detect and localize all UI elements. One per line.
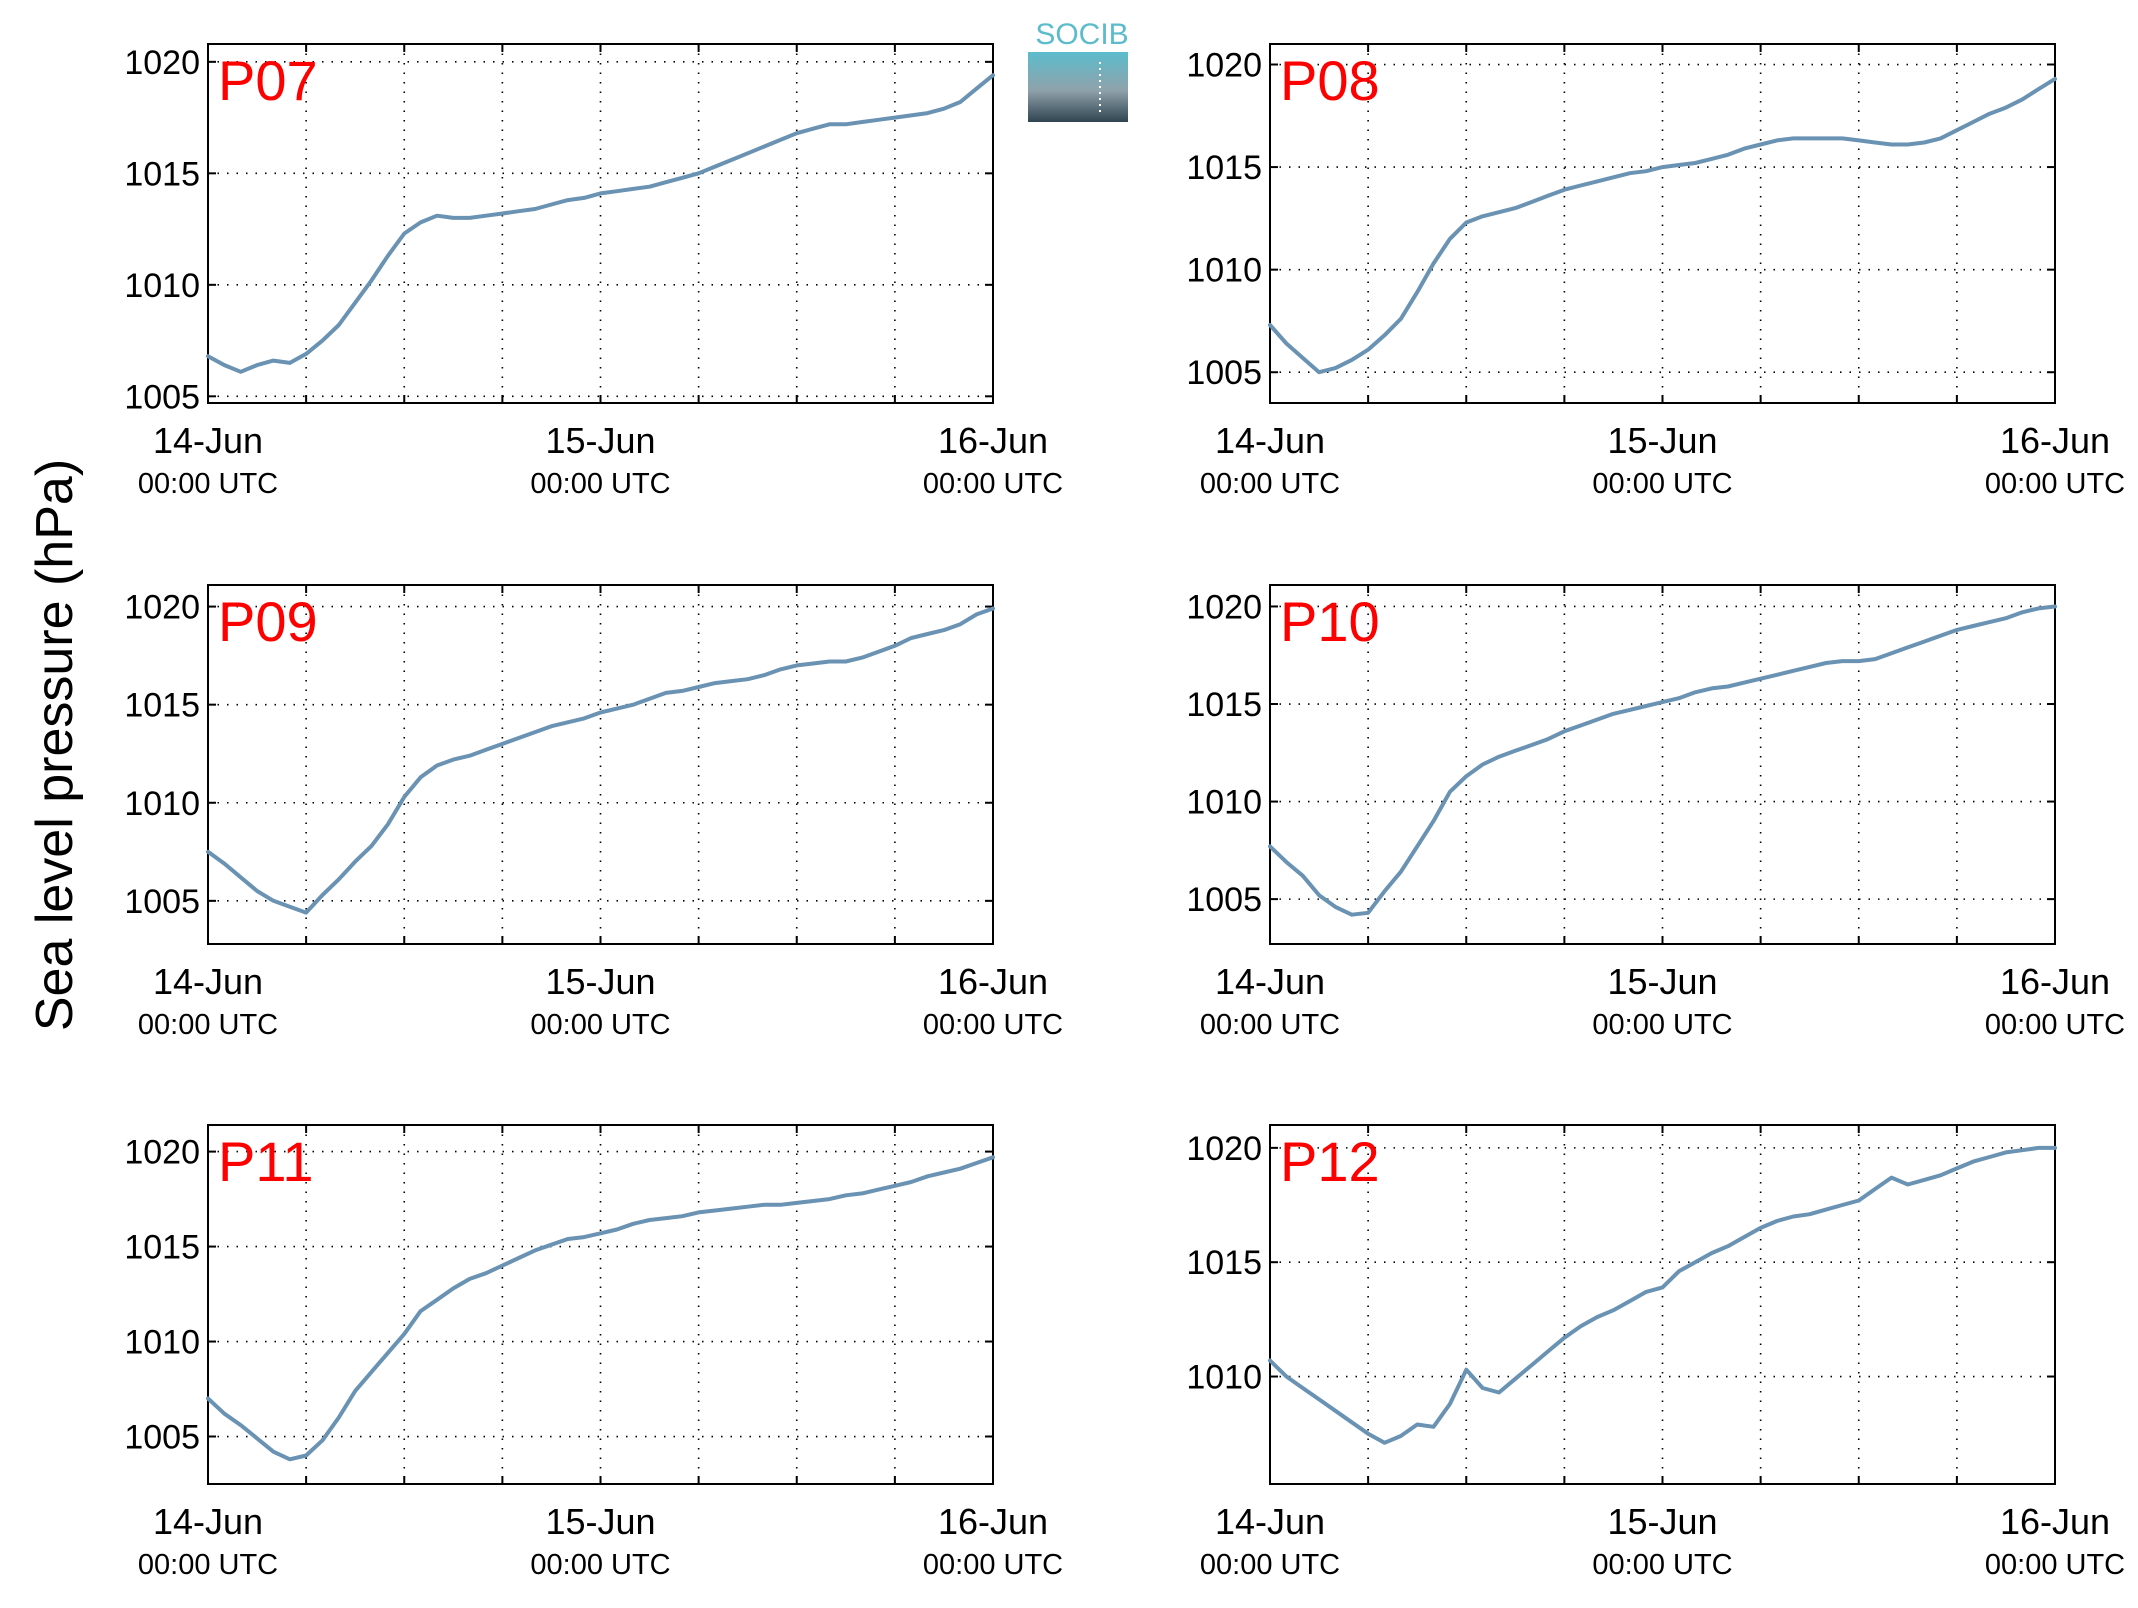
y-tick-label: 1010 xyxy=(1186,1359,1262,1397)
x-tick-label-time: 00:00 UTC xyxy=(1200,468,1340,500)
y-tick-label: 1015 xyxy=(124,1229,200,1267)
x-tick-label-date: 15-Jun xyxy=(545,961,655,1002)
x-tick-label-date: 14-Jun xyxy=(1215,420,1325,461)
socib-logo: SOCIB xyxy=(1028,18,1129,122)
y-tick-label: 1020 xyxy=(1186,588,1262,626)
x-tick-label-time: 00:00 UTC xyxy=(138,468,278,500)
x-tick-label-time: 00:00 UTC xyxy=(138,1549,278,1581)
y-tick-label: 1010 xyxy=(124,1324,200,1362)
panel-p07: 1005 1010 1015 1020 14-Jun 00:00 UTC 15-Jun 00:… xyxy=(124,43,1063,500)
x-tick-label-time: 00:00 UTC xyxy=(1985,1549,2125,1581)
panel-p11: 1005 1010 1015 1020 14-Jun 00:00 UTC 15-Jun 00:… xyxy=(124,1124,1063,1581)
x-tick-label-date: 14-Jun xyxy=(1215,1501,1325,1542)
y-tick-label: 1010 xyxy=(1186,252,1262,290)
y-tick-label: 1015 xyxy=(124,687,200,725)
panel-p09: 1005 1010 1015 1020 14-Jun 00:00 UTC 15-Jun 00:… xyxy=(124,584,1063,1041)
y-tick-label: 1005 xyxy=(124,378,200,416)
x-tick-label-date: 16-Jun xyxy=(938,1501,1048,1542)
panel-p12: 1010 1015 1020 14-Jun 00:00 UTC 15-Jun 00:00 U… xyxy=(1186,1124,2125,1581)
y-tick-label: 1020 xyxy=(124,44,200,82)
y-tick-label: 1010 xyxy=(124,267,200,305)
x-tick-label-date: 15-Jun xyxy=(1607,961,1717,1002)
panel-p08: 1005 1010 1015 1020 14-Jun 00:00 UTC 15-Jun 00:… xyxy=(1186,43,2125,500)
station-label: P12 xyxy=(1280,1130,1380,1193)
x-tick-label-date: 14-Jun xyxy=(153,961,263,1002)
x-tick-label-date: 14-Jun xyxy=(153,1501,263,1542)
y-tick-label: 1015 xyxy=(1186,686,1262,724)
logo-lettering: SOCIB xyxy=(1035,18,1128,51)
x-tick-label-date: 15-Jun xyxy=(1607,1501,1717,1542)
x-tick-label-date: 16-Jun xyxy=(2000,1501,2110,1542)
y-tick-label: 1020 xyxy=(1186,1130,1262,1168)
x-tick-label-time: 00:00 UTC xyxy=(530,1549,670,1581)
x-tick-label-date: 16-Jun xyxy=(2000,961,2110,1002)
x-tick-label-date: 15-Jun xyxy=(545,1501,655,1542)
x-tick-label-date: 14-Jun xyxy=(1215,961,1325,1002)
series-line-p07 xyxy=(206,73,995,374)
x-tick-label-time: 00:00 UTC xyxy=(1985,468,2125,500)
panel-p10: 1005 1010 1015 1020 14-Jun 00:00 UTC 15-Jun 00:… xyxy=(1186,584,2125,1041)
station-label: P08 xyxy=(1280,49,1380,112)
y-tick-label: 1020 xyxy=(124,1134,200,1172)
series-line-p12 xyxy=(1268,1145,2057,1445)
y-tick-label: 1005 xyxy=(1186,881,1262,919)
y-axis-label: Sea level pressure (hPa) xyxy=(26,459,84,1031)
x-tick-label-time: 00:00 UTC xyxy=(138,1009,278,1041)
series-line-p11 xyxy=(206,1155,995,1462)
y-tick-label: 1015 xyxy=(124,155,200,193)
y-tick-label: 1015 xyxy=(1186,149,1262,187)
x-tick-label-time: 00:00 UTC xyxy=(923,1009,1063,1041)
x-tick-label-time: 00:00 UTC xyxy=(1592,1549,1732,1581)
x-tick-label-time: 00:00 UTC xyxy=(1592,468,1732,500)
series-line-p08 xyxy=(1268,76,2057,375)
x-tick-label-date: 16-Jun xyxy=(2000,420,2110,461)
series-line-p10 xyxy=(1268,604,2057,917)
y-tick-label: 1010 xyxy=(1186,784,1262,822)
station-label: P09 xyxy=(218,590,318,653)
x-tick-label-date: 16-Jun xyxy=(938,420,1048,461)
series-line-p09 xyxy=(206,606,995,915)
x-tick-label-time: 00:00 UTC xyxy=(530,1009,670,1041)
y-tick-label: 1005 xyxy=(1186,354,1262,392)
x-tick-label-date: 15-Jun xyxy=(1607,420,1717,461)
x-tick-label-time: 00:00 UTC xyxy=(1592,1009,1732,1041)
y-tick-label: 1020 xyxy=(124,589,200,627)
y-tick-label: 1020 xyxy=(1186,47,1262,85)
x-tick-label-time: 00:00 UTC xyxy=(1985,1009,2125,1041)
x-tick-label-time: 00:00 UTC xyxy=(1200,1549,1340,1581)
x-tick-label-date: 14-Jun xyxy=(153,420,263,461)
station-label: P11 xyxy=(218,1130,313,1193)
logo-mark xyxy=(1028,52,1128,122)
x-tick-label-time: 00:00 UTC xyxy=(530,468,670,500)
y-tick-label: 1005 xyxy=(124,883,200,921)
y-tick-label: 1005 xyxy=(124,1419,200,1457)
station-label: P10 xyxy=(1280,590,1380,653)
x-tick-label-time: 00:00 UTC xyxy=(1200,1009,1340,1041)
station-label: P07 xyxy=(218,49,318,112)
x-tick-label-time: 00:00 UTC xyxy=(923,1549,1063,1581)
y-tick-label: 1010 xyxy=(124,785,200,823)
x-tick-label-date: 15-Jun xyxy=(545,420,655,461)
x-tick-label-date: 16-Jun xyxy=(938,961,1048,1002)
x-tick-label-time: 00:00 UTC xyxy=(923,468,1063,500)
y-tick-label: 1015 xyxy=(1186,1244,1262,1282)
